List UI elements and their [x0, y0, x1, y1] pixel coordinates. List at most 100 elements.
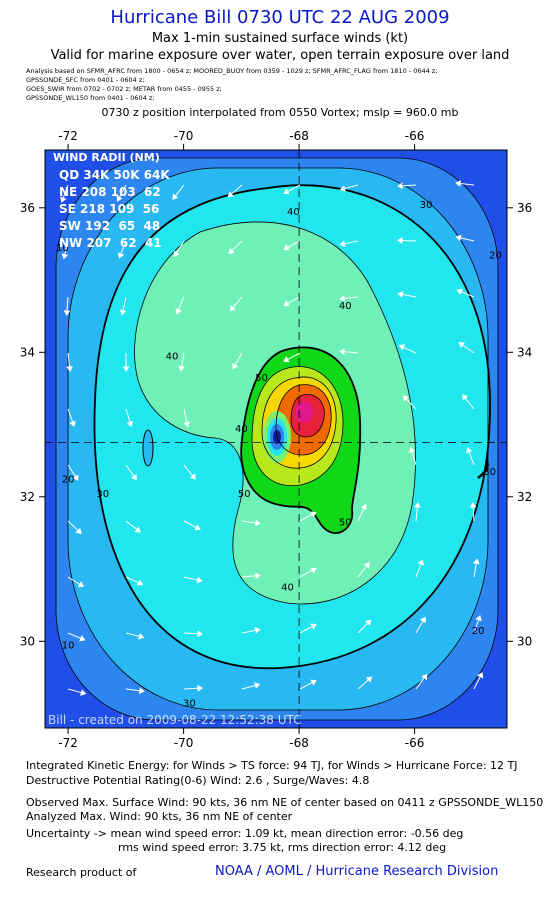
contour-label: 40: [166, 352, 179, 363]
wind-arrowhead: [402, 395, 410, 402]
wind-arrowhead: [79, 635, 86, 642]
y-tick-label-right: 36: [517, 201, 532, 215]
source-line-2: GPSSONDE_SFC from 0401 - 0604 z;: [26, 76, 145, 84]
contour-label: 50: [255, 373, 268, 384]
observed-max-line: Observed Max. Surface Wind: 90 kts, 36 n…: [26, 796, 544, 809]
wind-arrowhead: [472, 558, 480, 565]
wind-arrowhead: [69, 420, 76, 427]
source-line-4: GPSSONDE_WL150 from 0401 - 0604 z;: [26, 94, 155, 102]
wind-arrowhead: [339, 185, 346, 192]
wind-arrow: [67, 352, 71, 367]
wind-arrow: [177, 296, 185, 311]
wind-radii-box: WIND RADII (NM) QD 34K 50K 64K NE 208 10…: [53, 151, 170, 250]
wind-arrow: [183, 576, 198, 581]
contour-label: 20: [62, 474, 75, 485]
wind-arrowhead: [339, 294, 345, 302]
wind-arrowhead: [173, 250, 180, 257]
wind-arrowhead: [66, 366, 73, 372]
plot-frame: [44, 149, 508, 729]
wind-arrowhead: [397, 237, 403, 244]
wind-arrowhead: [466, 447, 473, 454]
wind-arrow: [125, 520, 138, 530]
wind-arrow: [472, 506, 475, 522]
wind-radii-sw: SW 192 65 48: [59, 219, 160, 233]
wind-vectors: [60, 180, 484, 696]
wind-arrowhead: [126, 420, 134, 428]
wind-arrow: [241, 684, 256, 690]
wind-arrowhead: [116, 195, 123, 202]
x-tick-label-bottom: -66: [405, 736, 425, 750]
wind-arrowhead: [229, 305, 236, 312]
wind-arrow: [403, 346, 417, 354]
wind-arrow: [460, 291, 475, 298]
wind-arrow: [287, 240, 301, 248]
wind-arrowhead: [172, 193, 179, 200]
wind-arrow: [299, 625, 313, 634]
wind-arrow: [357, 622, 369, 634]
wind-arrow: [174, 184, 185, 197]
wind-arrowhead: [178, 365, 186, 372]
x-tick-label-top: -68: [289, 129, 309, 143]
wind-arrowhead: [197, 630, 203, 638]
wind-radii-nw: NW 207 62 41: [59, 236, 162, 250]
wind-arrow: [287, 352, 301, 360]
wind-arrow: [183, 520, 197, 528]
wind-arrow: [176, 240, 185, 254]
wind-arrowhead: [72, 474, 79, 481]
wind-arrow: [344, 296, 359, 299]
contour-label: 30: [483, 467, 496, 478]
wind-arrow: [241, 629, 256, 634]
wind-arrow: [181, 352, 185, 367]
y-tick-label-left: 36: [20, 201, 35, 215]
wind-arrowhead: [310, 623, 317, 630]
y-tick-label-right: 32: [517, 490, 532, 504]
wind-arrowhead: [419, 616, 426, 624]
contour-label: 30: [183, 698, 196, 709]
wind-arrowhead: [255, 572, 261, 580]
wind-arrow: [344, 351, 359, 354]
wind-arrowhead: [136, 579, 144, 586]
wind-arrow: [464, 397, 475, 410]
wind-arrow: [287, 184, 301, 192]
wind-arrow: [462, 344, 475, 354]
wind-arrow: [125, 632, 140, 637]
contour-label: 40: [281, 583, 294, 594]
wind-arrow: [287, 296, 301, 304]
wind-arrow: [299, 569, 313, 578]
created-note: Bill - created on 2009-08-22 12:52:38 UT…: [48, 713, 302, 727]
wind-arrow: [231, 240, 243, 252]
wind-arrowhead: [365, 676, 373, 683]
wind-arrowhead: [138, 633, 145, 640]
wind-arrowhead: [254, 627, 261, 634]
wind-arrow: [473, 619, 480, 634]
wind-arrowhead: [455, 234, 462, 242]
wind-arrow: [473, 563, 477, 578]
contour-label: 10: [62, 641, 75, 652]
wind-arrowhead: [61, 253, 69, 260]
research-product-label: Research product of: [26, 866, 137, 879]
wind-arrow: [67, 688, 82, 694]
wind-arrow: [66, 296, 69, 311]
wind-arrow: [299, 513, 313, 522]
wind-field: [45, 150, 507, 728]
wind-arrowhead: [134, 526, 141, 533]
axis-ticks: [39, 144, 513, 734]
contour-lines: [55, 157, 499, 721]
wind-arrowhead: [414, 502, 421, 508]
wind-arrowhead: [254, 519, 261, 527]
x-tick-label-top: -70: [174, 129, 194, 143]
source-line-1: Analysis based on SFMR_AFRC from 1800 - …: [26, 67, 438, 75]
contour-label: 40: [339, 301, 352, 312]
noaa-credit-link[interactable]: NOAA / AOML / Hurricane Research Divisio…: [215, 864, 499, 879]
wind-arrowhead: [75, 527, 82, 535]
contour-label: 30: [96, 489, 109, 500]
wind-radii-ne: NE 208 103 62: [59, 185, 161, 199]
wind-arrowhead: [283, 244, 290, 251]
wind-max: [295, 401, 313, 423]
wind-arrow: [299, 681, 313, 690]
wind-arrowhead: [456, 288, 463, 296]
wind-arrowhead: [283, 300, 290, 307]
wind-arrowhead: [365, 619, 372, 626]
wind-arrowhead: [310, 511, 317, 518]
